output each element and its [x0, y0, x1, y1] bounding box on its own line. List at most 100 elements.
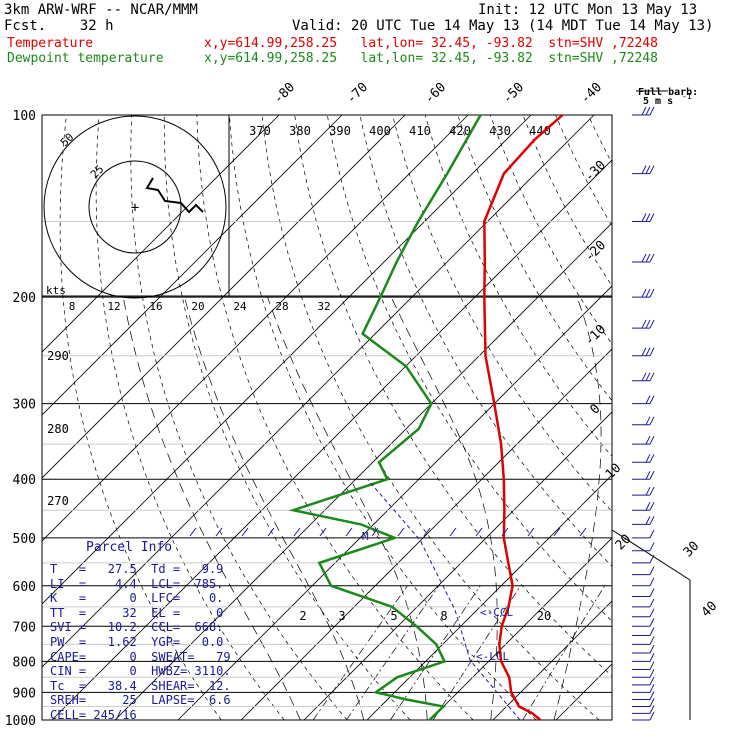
wind-barb-flag — [649, 653, 655, 662]
isotherm-line — [42, 115, 595, 668]
theta-label: 370 — [249, 124, 271, 138]
mixing-ratio-label: 8 — [440, 609, 447, 623]
pressure-label: 1000 — [5, 714, 36, 729]
diagram-frame — [41, 114, 613, 721]
dry-adiabat-line — [522, 115, 612, 287]
isotherm-line — [42, 115, 343, 416]
theta-label: 280 — [47, 422, 69, 436]
mixing-ratio-label: 2 — [299, 609, 306, 623]
parcel-info-row: CELL= 245/16 — [50, 707, 137, 722]
wind-barb-flag — [645, 106, 651, 116]
theta-label: 290 — [47, 349, 69, 363]
barb-legend-unit: 5 m s — [643, 96, 673, 107]
theta-label: 440 — [529, 124, 551, 138]
wind-barb-flag — [649, 319, 655, 329]
wind-barb-flag — [649, 705, 655, 714]
wind-barb-flag — [641, 165, 647, 174]
barb-legend-title: Full barb: — [638, 87, 698, 98]
wind-barb-flag — [645, 288, 651, 298]
pressure-label: 400 — [13, 473, 36, 488]
wind-barb-flag — [649, 486, 655, 496]
lcl-marker: <-LCL — [476, 650, 509, 663]
wind-barb-flag — [649, 416, 655, 425]
dry-adiabat-line — [555, 115, 612, 227]
isotherm-line — [682, 115, 740, 720]
mixing-ratio-line — [522, 585, 605, 720]
barb-legend-exponent: -1 — [682, 92, 692, 101]
wind-barb-flag — [641, 253, 647, 263]
hodograph-ring — [88, 160, 182, 254]
wind-barb-flag — [649, 588, 655, 597]
pressure-label: 300 — [13, 398, 36, 413]
wind-barb-flag — [649, 288, 655, 298]
theta-label: 390 — [329, 124, 351, 138]
wind-barb-flag — [649, 598, 655, 608]
wind-barb-flag — [649, 554, 655, 564]
wind-barb-flag — [649, 676, 655, 686]
wind-barb-flag — [641, 213, 647, 222]
temperature-trace — [483, 114, 564, 721]
isotherm-line — [114, 222, 612, 720]
dry-adiabat-line — [196, 115, 474, 720]
level-wind-mark — [423, 527, 431, 537]
level-wind-mark — [241, 527, 249, 537]
wind-barb-flag — [645, 213, 651, 222]
kts-label: kts — [46, 284, 66, 297]
parcel-info-row: SVI = 10.2 CCL= 668. — [50, 620, 224, 635]
pressure-label: 100 — [13, 109, 36, 124]
isotherm-label: 30 — [681, 539, 703, 561]
parcel-info-row: CAPE= 0 SWEAT= 79 — [50, 649, 231, 664]
hodograph-ring-label: 25 — [88, 163, 107, 182]
wind-barb-flag — [649, 669, 655, 678]
level-wind-mark — [501, 527, 509, 537]
wind-barb-flag — [645, 165, 651, 174]
parcel-info-row: T = 27.5 Td = 9.9 — [50, 562, 224, 576]
level-wind-mark — [267, 527, 275, 537]
wind-barb-flag — [645, 416, 651, 425]
wind-barb-flag — [645, 516, 651, 525]
valid-time: Valid: 20 UTC Tue 14 May 13 (14 MDT Tue … — [292, 18, 714, 34]
wind-barb-flag — [649, 347, 655, 356]
wind-barb-flag — [649, 644, 655, 654]
isotherm-label: -50 — [500, 80, 527, 107]
level-wind-mark — [553, 527, 561, 537]
wind-barb-flag — [645, 471, 651, 480]
isotherm-label: -10 — [582, 322, 609, 349]
hodograph-speed-label: 16 — [149, 300, 162, 313]
wind-barb-flag — [645, 395, 651, 404]
wind-barb-flag — [649, 106, 655, 116]
isotherm-label: 20 — [613, 532, 635, 554]
isotherm-line — [240, 348, 612, 720]
wind-barb-flag — [649, 608, 655, 617]
isotherm-line — [42, 115, 532, 605]
wind-barb-flag — [649, 684, 655, 693]
level-wind-mark — [189, 527, 197, 537]
isotherm-label: -80 — [271, 80, 298, 107]
hodograph-ring — [43, 115, 227, 299]
isotherm-label: -70 — [344, 80, 371, 107]
hodograph-trace — [145, 177, 204, 214]
model-title: 3km ARW-WRF -- NCAR/MMM — [4, 2, 198, 18]
mixing-ratio-label: 20 — [537, 609, 551, 623]
dry-adiabat-line — [653, 115, 740, 720]
theta-label: 410 — [409, 124, 431, 138]
wind-barb-flag — [649, 165, 655, 174]
dry-adiabat-line — [587, 115, 612, 164]
forecast-hour: Fcst. 32 h — [4, 18, 114, 34]
level-wind-mark — [475, 527, 483, 537]
isotherm-line — [492, 600, 612, 720]
wind-barb-flag — [649, 542, 655, 551]
wind-barb-flag — [649, 691, 655, 700]
wind-barb-flag — [649, 577, 655, 587]
pressure-label: 500 — [13, 532, 36, 547]
isotherm-line — [366, 474, 612, 720]
mixing-ratio-label: 3 — [338, 609, 345, 623]
mixing-ratio-line — [312, 585, 408, 720]
wind-barb-flag — [649, 253, 655, 263]
wind-barb-flag — [649, 529, 655, 539]
level-wind-mark — [449, 527, 457, 537]
hodograph-origin: + — [131, 200, 139, 216]
dry-adiabat-line — [686, 115, 740, 720]
